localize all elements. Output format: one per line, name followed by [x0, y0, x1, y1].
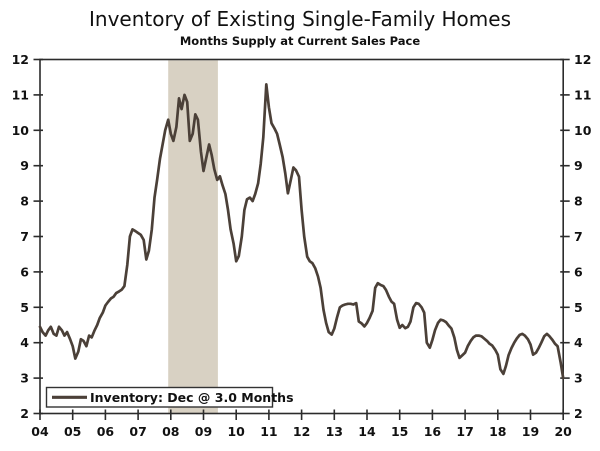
x-tick-label: 15: [391, 424, 408, 439]
x-tick-label: 09: [195, 424, 212, 439]
x-tick-label: 05: [64, 424, 81, 439]
y-tick-label: 10: [574, 123, 592, 138]
y-tick-label: 7: [574, 229, 583, 244]
chart-subtitle: Months Supply at Current Sales Pace: [180, 34, 420, 48]
x-tick-label: 16: [424, 424, 442, 439]
y-axis-labels-right: 2 3 4 5 6 7 8 9 10 11 12: [574, 52, 592, 421]
x-tick-label: 18: [489, 424, 506, 439]
y-tick-label: 8: [20, 194, 29, 209]
x-tick-label: 04: [31, 424, 49, 439]
x-tick-label: 06: [97, 424, 115, 439]
x-tick-label: 13: [326, 424, 343, 439]
recession-shading-band: [168, 60, 218, 413]
y-tick-label: 6: [20, 264, 29, 279]
y-tick-label: 9: [574, 158, 583, 173]
y-tick-label: 4: [20, 335, 29, 350]
x-tick-label: 17: [456, 424, 473, 439]
x-tick-label: 20: [554, 424, 572, 439]
legend-label: Inventory: Dec @ 3.0 Months: [90, 390, 294, 405]
x-tick-label: 12: [293, 424, 310, 439]
y-tick-label: 2: [20, 406, 29, 421]
x-axis-labels: 04 05 06 07 08 09 10 11 12 13 14 15 16 17 18 19 20: [31, 424, 572, 439]
y-tick-label: 3: [574, 371, 583, 386]
legend-box: [45, 386, 274, 408]
x-tick-label: 14: [358, 424, 376, 439]
y-tick-label: 3: [20, 371, 29, 386]
y-tick-label: 4: [574, 335, 583, 350]
y-tick-label: 11: [12, 87, 29, 102]
y-tick-label: 12: [12, 52, 29, 67]
y-tick-label: 10: [12, 123, 30, 138]
x-tick-label: 08: [162, 424, 179, 439]
y-tick-label: 2: [574, 406, 583, 421]
page-title: Inventory of Existing Single-Family Home…: [89, 7, 511, 31]
legend: Inventory: Dec @ 3.0 Months: [45, 386, 294, 408]
y-tick-label: 11: [574, 87, 591, 102]
y-tick-label: 6: [574, 264, 583, 279]
y-tick-label: 5: [20, 300, 29, 315]
y-axis-ticks-left: [33, 58, 43, 415]
y-axis-labels-left: 2 3 4 5 6 7 8 9 10 11 12: [12, 52, 30, 421]
x-tick-label: 10: [227, 424, 245, 439]
x-axis-ticks: [39, 409, 565, 420]
y-tick-label: 9: [20, 158, 29, 173]
x-tick-label: 19: [522, 424, 539, 439]
x-tick-label: 11: [260, 424, 277, 439]
y-tick-label: 7: [20, 229, 29, 244]
y-tick-label: 12: [574, 52, 591, 67]
inventory-series-line: [38, 82, 565, 380]
y-tick-label: 5: [574, 300, 583, 315]
x-tick-label: 07: [129, 424, 146, 439]
y-tick-label: 8: [574, 194, 583, 209]
plot-border: [39, 58, 565, 415]
